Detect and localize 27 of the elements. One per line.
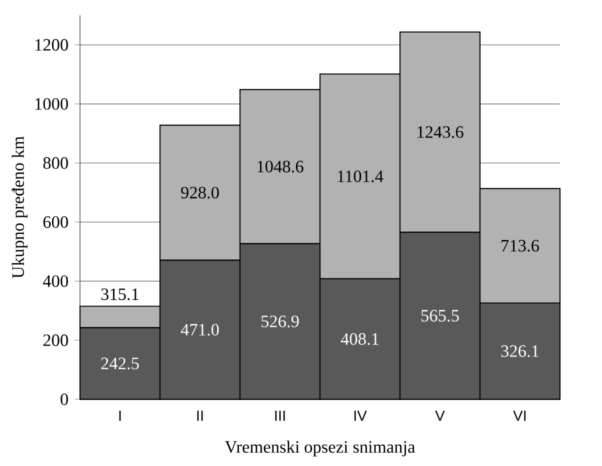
x-tick-label: V <box>435 410 445 421</box>
total-label: 713.6 <box>502 240 539 252</box>
y-tick-label: 1200 <box>35 39 68 51</box>
x-tick-label: VI <box>513 410 526 421</box>
data-label: 471.0 <box>180 324 219 336</box>
data-label: 408.1 <box>340 333 378 345</box>
y-tick-label: 200 <box>43 334 68 346</box>
x-tick-label: III <box>275 410 285 421</box>
y-tick-label: 1000 <box>35 98 68 110</box>
x-axis-title: Vremenski opsezi snimanja <box>224 440 416 456</box>
data-label: 565.5 <box>422 310 459 322</box>
x-tick-label: IV <box>354 410 367 421</box>
total-label: 1243.6 <box>418 126 464 138</box>
total-label: 928.0 <box>181 186 219 199</box>
total-label: 315.1 <box>101 288 138 300</box>
y-tick-label: 600 <box>43 216 68 228</box>
total-label: 1101.4 <box>338 170 384 182</box>
y-tick-label: 0 <box>60 393 68 406</box>
x-tick-label: II <box>197 410 203 421</box>
y-tick-label: 800 <box>43 157 68 169</box>
y-axis-title: Ukupno pređeno km <box>12 136 28 278</box>
y-tick-label: 400 <box>42 275 68 288</box>
x-tick-label: I <box>119 410 121 421</box>
data-label: 326.1 <box>501 345 538 358</box>
data-label: 242.5 <box>101 358 139 370</box>
data-label: 526.9 <box>262 316 299 328</box>
total-label: 1048.6 <box>258 160 304 173</box>
